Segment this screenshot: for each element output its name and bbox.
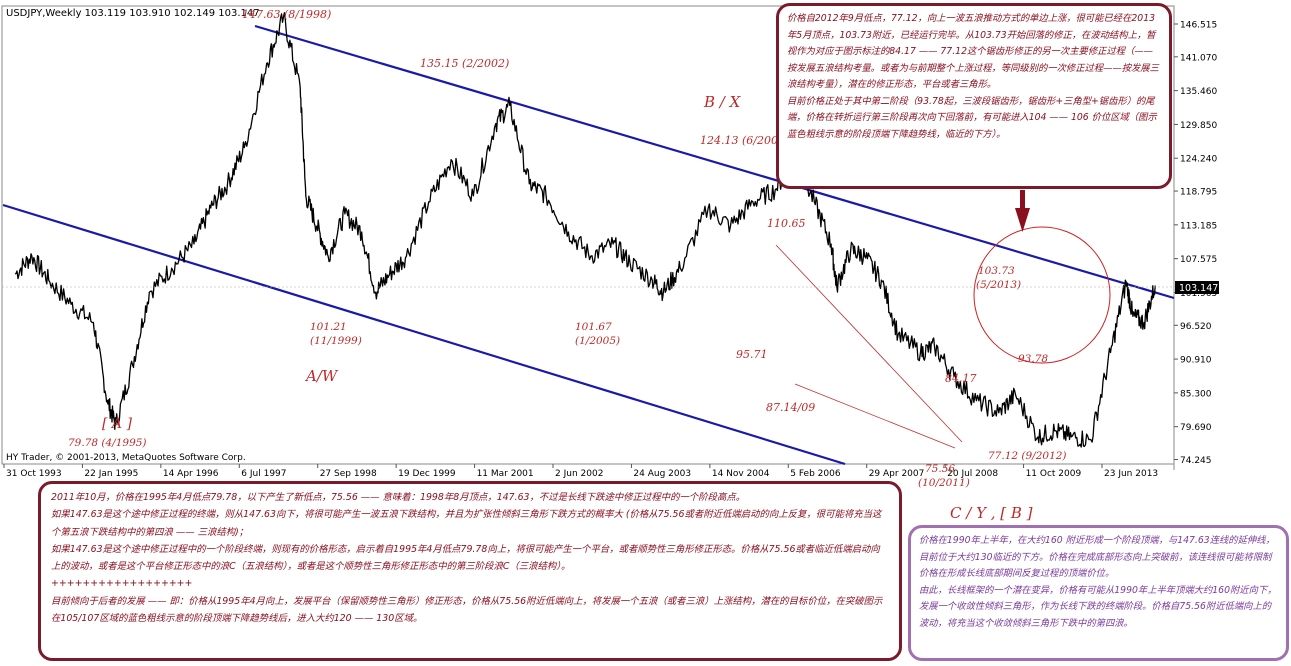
analysis-note-top: 价格自2012年9月低点，77.12，向上一波五浪推动方式的单边上涨，很可能已经… — [776, 3, 1172, 189]
label-high-2013-date: (5/2013) — [976, 279, 1021, 291]
note-top-para-1: 价格自2012年9月低点，77.12，向上一波五浪推动方式的单边上涨，很可能已经… — [787, 13, 1159, 90]
x-tick-label: 23 Jun 2013 — [1104, 469, 1158, 479]
x-tick-label: 14 Apr 1996 — [163, 469, 219, 479]
down-arrow — [1015, 190, 1030, 232]
label-bx: B / X — [703, 93, 742, 111]
note-top-para-2: 目前价格正处于其中第二阶段（93.78起，三波段锯齿形，锯齿形+三角型+锯齿形）… — [787, 95, 1157, 140]
trend-channels — [2, 24, 1175, 466]
current-price-marker: 103.147 — [2, 281, 1219, 294]
x-tick-label: 31 Oct 1993 — [6, 469, 62, 479]
note-bottom-separator: ++++++++++++++++++ — [51, 578, 193, 590]
label-low-2013: 93.78 — [1018, 353, 1048, 365]
note-right-para-2: 由此，长线框架的一个潜在变异，价格有可能从1990年上半年顶端大约160附近向下… — [919, 584, 1277, 629]
label-low-1999-date: (11/1999) — [310, 335, 362, 347]
note-bottom-para-1: 2011年10月，价格在1995年4月低点79.78，以下产生了新低点，75.5… — [51, 492, 746, 503]
current-price-label: 103.147 — [1179, 283, 1218, 294]
label-low-2005: 101.67 — [575, 321, 612, 333]
lower-channel-line — [2, 203, 846, 466]
label-low-2011-date: (10/2011) — [918, 477, 970, 489]
label-low-2012: 77.12 (9/2012) — [988, 450, 1067, 462]
label-low-2008: 95.71 — [736, 348, 768, 361]
y-tick-label: 124.240 — [1180, 155, 1217, 165]
label-low-2005-date: (1/2005) — [575, 335, 620, 347]
y-tick-label: 141.070 — [1180, 53, 1217, 63]
x-tick-label: 19 Dec 1999 — [398, 469, 456, 479]
y-tick-label: 118.795 — [1180, 188, 1217, 198]
x-tick-label: 5 Feb 2006 — [790, 469, 841, 479]
y-tick-label: 107.575 — [1180, 255, 1217, 265]
x-tick-label: 22 Jan 1995 — [84, 469, 138, 479]
label-low-2011: 75.56 — [925, 463, 955, 475]
y-tick-label: 146.515 — [1180, 20, 1217, 30]
chart-header: USDJPY,Weekly 103.119 103.910 102.149 10… — [6, 8, 260, 19]
label-high-2008: 110.65 — [767, 217, 806, 230]
x-tick-label: 11 Mar 2001 — [477, 469, 534, 479]
y-tick-label: 129.850 — [1180, 121, 1217, 131]
y-tick-label: 90.910 — [1180, 356, 1212, 366]
x-tick-label: 11 Oct 2009 — [1026, 469, 1082, 479]
note-right-para-1: 价格在1990年上半年，在大约160 附近形成一个阶段顶端，与147.63连线的… — [919, 535, 1275, 580]
label-low-1999: 101.21 — [310, 321, 347, 333]
note-bottom-para-2: 如果147.63是这个途中修正过程的终端，则从147.63向下，将很可能产生一波… — [51, 509, 882, 538]
y-tick-label: 96.520 — [1180, 322, 1212, 332]
y-tick-label: 135.460 — [1180, 87, 1217, 97]
note-bottom-para-4: 目前倾向于后者的发展 —— 即：价格从1995年4月向上，发展平台（保留顺势性三… — [51, 595, 883, 625]
x-tick-label: 14 Nov 2004 — [712, 469, 770, 479]
note-bottom-para-3: 如果147.63是这个途中修正过程中的一个阶段终端，则现有的价格形态，启示着自1… — [51, 543, 880, 573]
label-top-1998: 147.63 (8/1998) — [242, 8, 331, 21]
price-series-line — [14, 12, 1156, 448]
y-tick-label: 113.185 — [1180, 221, 1217, 231]
wave-annotations: 147.63 (8/1998) [ A ] 79.78 (4/1995) 101… — [68, 8, 1067, 522]
label-high-2002: 135.15 (2/2002) — [420, 57, 509, 70]
label-level-8417: 84.17 — [945, 372, 977, 385]
analysis-note-right: 价格在1990年上半年，在大约160 附近形成一个阶段顶端，与147.63连线的… — [908, 525, 1289, 661]
x-tick-label: 29 Apr 2007 — [869, 469, 925, 479]
label-a: [ A ] — [102, 416, 132, 432]
label-low-2009: 87.14/09 — [766, 401, 815, 414]
x-tick-label: 27 Sep 1998 — [320, 469, 377, 479]
chart-footer: HY Trader, © 2001-2013, MetaQuotes Softw… — [6, 453, 246, 463]
wedge-lower-line — [794, 383, 956, 449]
x-tick-label: 20 Jul 2008 — [947, 469, 998, 479]
x-tick-label: 24 Aug 2003 — [633, 469, 691, 479]
label-a-price: 79.78 (4/1995) — [68, 437, 147, 449]
y-tick-label: 74.245 — [1180, 456, 1212, 466]
label-high-2007: 124.13 (6/2007) — [700, 134, 789, 147]
label-cy: C / Y , [ B ] — [950, 504, 1033, 522]
label-aw: A/W — [304, 367, 339, 385]
label-high-2013: 103.73 — [978, 265, 1015, 277]
x-tick-label: 6 Jul 1997 — [241, 469, 286, 479]
x-axis: 31 Oct 1993 22 Jan 1995 14 Apr 1996 6 Jul 1… — [3, 464, 1158, 479]
upper-channel-line — [254, 24, 1175, 300]
wedge-upper-line — [775, 244, 963, 443]
y-tick-label: 79.690 — [1180, 423, 1212, 433]
x-tick-label: 2 Jun 2002 — [555, 469, 603, 479]
highlight-circle — [973, 226, 1111, 364]
y-tick-label: 85.300 — [1180, 389, 1212, 399]
analysis-note-bottom: 2011年10月，价格在1995年4月低点79.78，以下产生了新低点，75.5… — [38, 481, 902, 661]
